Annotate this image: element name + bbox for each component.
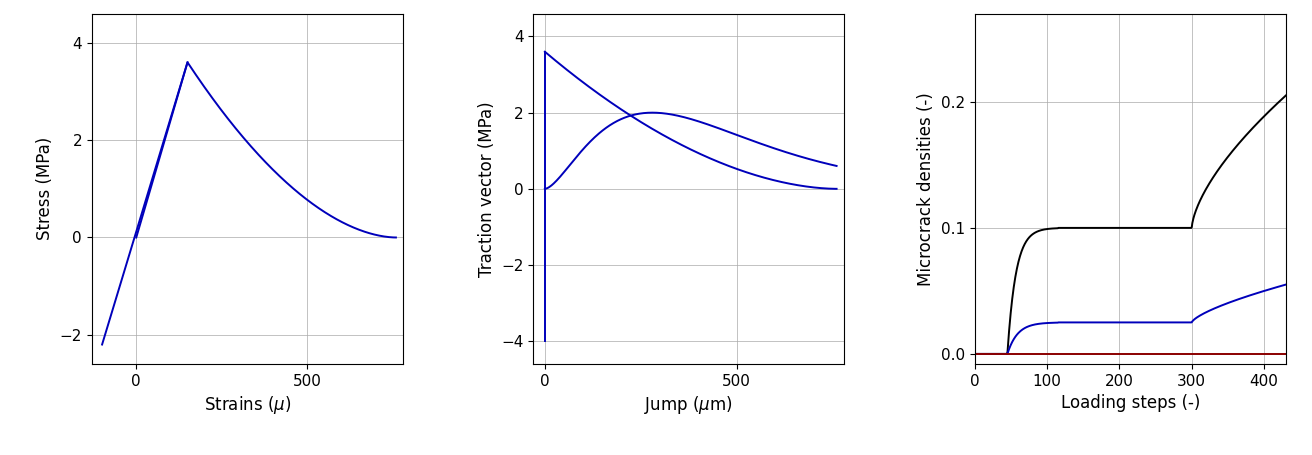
X-axis label: Loading steps (-): Loading steps (-) xyxy=(1060,394,1200,412)
X-axis label: Strains ($\mu$): Strains ($\mu$) xyxy=(203,394,291,416)
Y-axis label: Microcrack densities (-): Microcrack densities (-) xyxy=(917,92,935,286)
Y-axis label: Traction vector (MPa): Traction vector (MPa) xyxy=(478,101,496,277)
Y-axis label: Stress (MPa): Stress (MPa) xyxy=(37,137,54,240)
X-axis label: Jump ($\mu$m): Jump ($\mu$m) xyxy=(644,394,733,416)
